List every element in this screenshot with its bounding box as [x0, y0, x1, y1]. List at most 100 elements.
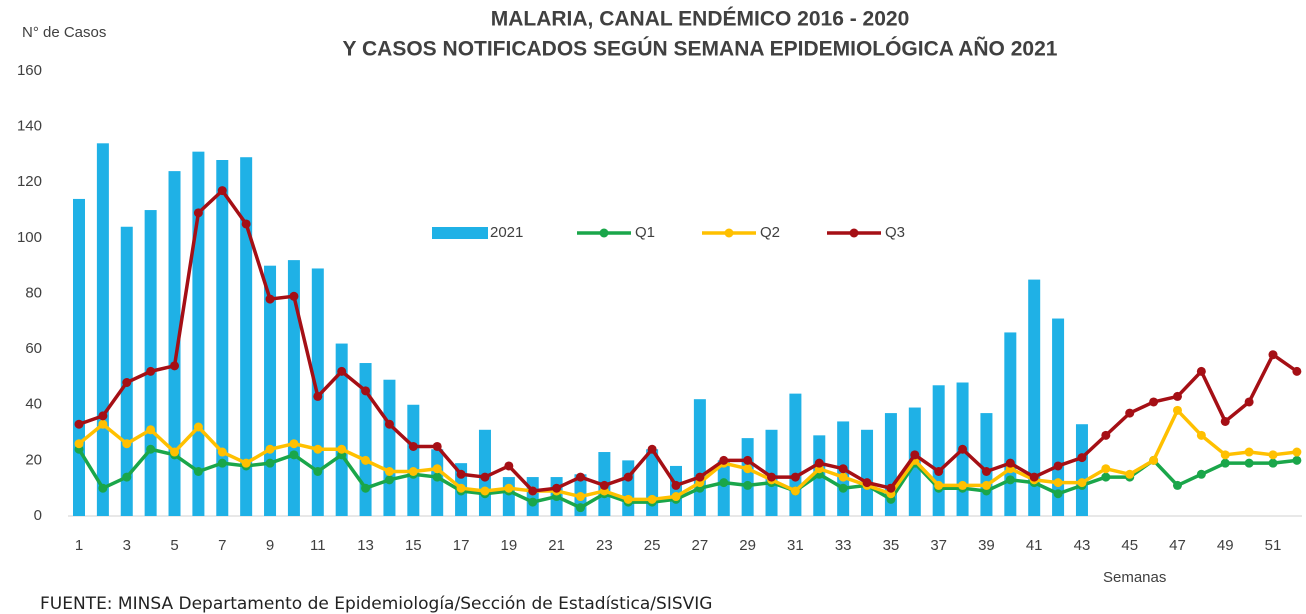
- marker: [671, 480, 681, 490]
- marker: [146, 366, 156, 376]
- marker: [1053, 489, 1063, 499]
- marker: [1053, 478, 1063, 488]
- marker: [384, 475, 394, 485]
- marker: [1101, 430, 1111, 440]
- marker: [1292, 455, 1302, 465]
- y-tick-label: 160: [17, 62, 42, 79]
- marker: [480, 472, 490, 482]
- marker: [981, 480, 991, 490]
- chart-title: MALARIA, CANAL ENDÉMICO 2016 - 2020: [491, 8, 910, 31]
- marker: [337, 444, 347, 454]
- source-note: FUENTE: MINSA Departamento de Epidemiolo…: [40, 594, 712, 614]
- marker: [1005, 475, 1015, 485]
- y-tick-label: 100: [17, 229, 42, 246]
- marker: [1292, 366, 1302, 376]
- bar: [861, 429, 874, 516]
- bar: [335, 343, 348, 516]
- marker: [241, 458, 251, 468]
- bar: [383, 379, 396, 516]
- bar: [168, 171, 181, 516]
- marker: [456, 483, 466, 493]
- marker: [575, 492, 585, 502]
- marker: [384, 467, 394, 476]
- marker: [814, 458, 824, 468]
- marker: [193, 467, 203, 476]
- bar: [264, 265, 277, 516]
- marker: [1292, 447, 1302, 457]
- legend-label: 2021: [490, 224, 523, 241]
- marker: [552, 483, 562, 493]
- chart-title: Y CASOS NOTIFICADOS SEGÚN SEMANA EPIDEMI…: [343, 37, 1058, 61]
- x-tick-label: 45: [1121, 537, 1138, 554]
- bar: [670, 465, 682, 516]
- x-tick-label: 27: [692, 537, 709, 554]
- marker: [981, 467, 991, 476]
- bar: [980, 413, 993, 516]
- marker: [958, 444, 968, 454]
- x-tick-label: 13: [357, 537, 374, 554]
- marker: [217, 458, 227, 468]
- legend-swatch: [849, 228, 859, 238]
- marker: [432, 472, 442, 482]
- bar: [1004, 332, 1017, 516]
- bar: [240, 157, 253, 516]
- y-tick-label: 120: [17, 173, 42, 190]
- marker: [122, 439, 132, 449]
- x-tick-label: 3: [123, 537, 131, 554]
- marker: [1172, 480, 1182, 490]
- bar: [526, 477, 539, 516]
- marker: [265, 444, 275, 454]
- legend-swatch: [432, 227, 488, 239]
- marker: [146, 425, 156, 435]
- marker: [838, 483, 848, 493]
- bar: [73, 198, 85, 516]
- x-tick-label: 41: [1026, 537, 1043, 554]
- marker: [170, 361, 180, 371]
- y-tick-label: 20: [25, 451, 42, 468]
- x-tick-label: 15: [405, 537, 422, 554]
- marker: [98, 411, 108, 421]
- x-tick-label: 25: [644, 537, 661, 554]
- x-axis-label: Semanas: [1103, 569, 1166, 586]
- marker: [217, 186, 227, 196]
- y-axis-label: N° de Casos: [22, 24, 106, 41]
- marker: [719, 455, 729, 465]
- marker: [934, 480, 944, 490]
- marker: [122, 378, 132, 387]
- x-tick-label: 37: [930, 537, 947, 554]
- x-tick-label: 31: [787, 537, 804, 554]
- marker: [1220, 416, 1230, 426]
- marker: [241, 219, 251, 229]
- bar: [359, 363, 372, 516]
- marker: [289, 439, 299, 449]
- marker: [313, 467, 323, 476]
- marker: [1005, 458, 1015, 468]
- marker: [743, 480, 753, 490]
- x-tick-label: 19: [500, 537, 517, 554]
- x-tick-label: 9: [266, 537, 274, 554]
- marker: [528, 497, 538, 507]
- marker: [838, 464, 848, 474]
- legend-swatch: [599, 228, 609, 238]
- marker: [647, 444, 657, 454]
- marker: [193, 208, 203, 218]
- marker: [98, 419, 108, 429]
- marker: [456, 469, 466, 479]
- marker: [1077, 478, 1087, 488]
- marker: [1244, 447, 1254, 457]
- x-tick-label: 51: [1265, 537, 1282, 554]
- bar: [192, 151, 205, 516]
- marker: [790, 472, 800, 482]
- x-tick-label: 35: [883, 537, 900, 554]
- line: [78, 188, 1298, 493]
- marker: [695, 472, 705, 482]
- marker: [265, 458, 275, 468]
- bar: [622, 460, 635, 516]
- marker: [671, 492, 681, 502]
- bar: [502, 477, 515, 516]
- y-tick-label: 0: [34, 507, 42, 524]
- marker: [623, 472, 633, 482]
- marker: [1244, 397, 1254, 407]
- legend-label: Q1: [635, 224, 655, 241]
- x-tick-label: 39: [978, 537, 995, 554]
